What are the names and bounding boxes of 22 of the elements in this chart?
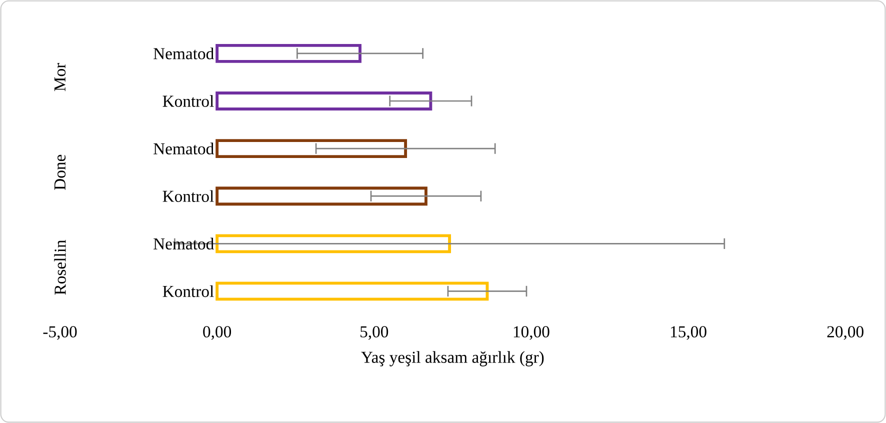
bar [216, 139, 408, 158]
x-tick-label: 15,00 [670, 326, 706, 340]
annotation: Mor [54, 63, 66, 92]
bar [216, 92, 432, 110]
annotation: Rosellin [54, 240, 66, 295]
annotation: Done [54, 154, 66, 190]
bar [216, 186, 428, 206]
x-axis-title: Yaş yeşil aksam ağırlık (gr) [361, 351, 544, 366]
x-tick-label: 5,00 [360, 326, 388, 340]
x-tick-label: 20,00 [827, 326, 864, 340]
x-tick-label: 0,00 [203, 326, 232, 340]
y-tick-label: Kontrol [162, 95, 214, 107]
x-tick-label: 10,00 [514, 326, 550, 340]
bar [216, 282, 489, 301]
x-tick-label: -5,00 [43, 326, 77, 340]
y-tick-label: Kontrol [162, 285, 214, 298]
bar [216, 234, 451, 254]
y-tick-label: Nematod [154, 238, 214, 250]
y-tick-label: Nematod [154, 48, 214, 60]
y-tick-label: Kontrol [162, 190, 214, 202]
y-tick-label: Nematod [154, 142, 214, 154]
bar [216, 44, 362, 63]
